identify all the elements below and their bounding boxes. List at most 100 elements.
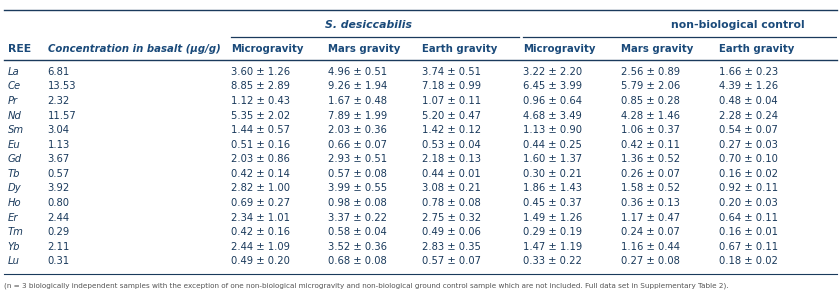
Text: 0.58 ± 0.04: 0.58 ± 0.04 [328,227,387,237]
Text: non-biological control: non-biological control [670,20,805,30]
Text: 0.26 ± 0.07: 0.26 ± 0.07 [621,169,680,179]
Text: 0.29: 0.29 [48,227,70,237]
Text: 0.45 ± 0.37: 0.45 ± 0.37 [524,198,582,208]
Text: Ho: Ho [8,198,21,208]
Text: 1.06 ± 0.37: 1.06 ± 0.37 [621,125,680,135]
Text: 4.68 ± 3.49: 4.68 ± 3.49 [524,111,582,120]
Text: 6.45 ± 3.99: 6.45 ± 3.99 [524,81,582,91]
Text: 1.67 ± 0.48: 1.67 ± 0.48 [328,96,388,106]
Text: 0.57 ± 0.07: 0.57 ± 0.07 [422,257,482,266]
Text: 0.92 ± 0.11: 0.92 ± 0.11 [719,184,778,193]
Text: 0.29 ± 0.19: 0.29 ± 0.19 [524,227,582,237]
Text: 8.85 ± 2.89: 8.85 ± 2.89 [231,81,289,91]
Text: 0.98 ± 0.08: 0.98 ± 0.08 [328,198,387,208]
Text: S. desiccabilis: S. desiccabilis [325,20,412,30]
Text: Tm: Tm [8,227,23,237]
Text: 0.20 ± 0.03: 0.20 ± 0.03 [719,198,778,208]
Text: 0.78 ± 0.08: 0.78 ± 0.08 [422,198,482,208]
Text: 0.96 ± 0.64: 0.96 ± 0.64 [524,96,582,106]
Text: 1.16 ± 0.44: 1.16 ± 0.44 [621,242,680,252]
Text: REE: REE [8,44,31,54]
Text: 0.68 ± 0.08: 0.68 ± 0.08 [328,257,387,266]
Text: 0.53 ± 0.04: 0.53 ± 0.04 [422,140,482,150]
Text: Pr: Pr [8,96,18,106]
Text: Mars gravity: Mars gravity [621,44,693,54]
Text: 0.51 ± 0.16: 0.51 ± 0.16 [231,140,290,150]
Text: 3.04: 3.04 [48,125,70,135]
Text: 1.60 ± 1.37: 1.60 ± 1.37 [524,154,582,164]
Text: Sm: Sm [8,125,23,135]
Text: 0.16 ± 0.02: 0.16 ± 0.02 [719,169,778,179]
Text: 13.53: 13.53 [48,81,76,91]
Text: 7.89 ± 1.99: 7.89 ± 1.99 [328,111,388,120]
Text: 5.35 ± 2.02: 5.35 ± 2.02 [231,111,290,120]
Text: Er: Er [8,213,18,223]
Text: 0.42 ± 0.14: 0.42 ± 0.14 [231,169,289,179]
Text: 0.64 ± 0.11: 0.64 ± 0.11 [719,213,778,223]
Text: 3.08 ± 0.21: 3.08 ± 0.21 [422,184,482,193]
Text: 2.03 ± 0.86: 2.03 ± 0.86 [231,154,289,164]
Text: 0.44 ± 0.25: 0.44 ± 0.25 [524,140,582,150]
Text: Microgravity: Microgravity [524,44,596,54]
Text: 0.54 ± 0.07: 0.54 ± 0.07 [719,125,778,135]
Text: Eu: Eu [8,140,20,150]
Text: 4.39 ± 1.26: 4.39 ± 1.26 [719,81,778,91]
Text: 0.44 ± 0.01: 0.44 ± 0.01 [422,169,482,179]
Text: 0.42 ± 0.16: 0.42 ± 0.16 [231,227,289,237]
Text: 0.66 ± 0.07: 0.66 ± 0.07 [328,140,388,150]
Text: 2.83 ± 0.35: 2.83 ± 0.35 [422,242,482,252]
Text: 0.27 ± 0.03: 0.27 ± 0.03 [719,140,778,150]
Text: 2.56 ± 0.89: 2.56 ± 0.89 [621,67,680,77]
Text: 0.27 ± 0.08: 0.27 ± 0.08 [621,257,680,266]
Text: 3.60 ± 1.26: 3.60 ± 1.26 [231,67,290,77]
Text: 0.30 ± 0.21: 0.30 ± 0.21 [524,169,582,179]
Text: 3.99 ± 0.55: 3.99 ± 0.55 [328,184,388,193]
Text: 1.07 ± 0.11: 1.07 ± 0.11 [422,96,482,106]
Text: Gd: Gd [8,154,22,164]
Text: Microgravity: Microgravity [231,44,304,54]
Text: 1.49 ± 1.26: 1.49 ± 1.26 [524,213,582,223]
Text: 2.18 ± 0.13: 2.18 ± 0.13 [422,154,482,164]
Text: 2.44 ± 1.09: 2.44 ± 1.09 [231,242,289,252]
Text: 0.24 ± 0.07: 0.24 ± 0.07 [621,227,680,237]
Text: 0.48 ± 0.04: 0.48 ± 0.04 [719,96,778,106]
Text: 2.34 ± 1.01: 2.34 ± 1.01 [231,213,289,223]
Text: Earth gravity: Earth gravity [719,44,795,54]
Text: 5.20 ± 0.47: 5.20 ± 0.47 [422,111,482,120]
Text: Lu: Lu [8,257,19,266]
Text: 1.12 ± 0.43: 1.12 ± 0.43 [231,96,289,106]
Text: Tb: Tb [8,169,20,179]
Text: 2.82 ± 1.00: 2.82 ± 1.00 [231,184,289,193]
Text: 9.26 ± 1.94: 9.26 ± 1.94 [328,81,388,91]
Text: 1.36 ± 0.52: 1.36 ± 0.52 [621,154,680,164]
Text: 2.11: 2.11 [48,242,70,252]
Text: 1.13: 1.13 [48,140,70,150]
Text: 0.31: 0.31 [48,257,70,266]
Text: 1.58 ± 0.52: 1.58 ± 0.52 [621,184,680,193]
Text: 0.67 ± 0.11: 0.67 ± 0.11 [719,242,778,252]
Text: Ce: Ce [8,81,21,91]
Text: 2.03 ± 0.36: 2.03 ± 0.36 [328,125,387,135]
Text: 0.33 ± 0.22: 0.33 ± 0.22 [524,257,582,266]
Text: 0.36 ± 0.13: 0.36 ± 0.13 [621,198,680,208]
Text: 3.67: 3.67 [48,154,70,164]
Text: 4.96 ± 0.51: 4.96 ± 0.51 [328,67,388,77]
Text: (n = 3 biologically independent samples with the exception of one non-biological: (n = 3 biologically independent samples … [4,283,729,289]
Text: 7.18 ± 0.99: 7.18 ± 0.99 [422,81,482,91]
Text: 3.92: 3.92 [48,184,70,193]
Text: 0.80: 0.80 [48,198,70,208]
Text: 6.81: 6.81 [48,67,70,77]
Text: 0.18 ± 0.02: 0.18 ± 0.02 [719,257,778,266]
Text: 3.22 ± 2.20: 3.22 ± 2.20 [524,67,582,77]
Text: 2.28 ± 0.24: 2.28 ± 0.24 [719,111,778,120]
Text: Concentration in basalt (μg/g): Concentration in basalt (μg/g) [48,44,221,54]
Text: 0.85 ± 0.28: 0.85 ± 0.28 [621,96,680,106]
Text: 1.13 ± 0.90: 1.13 ± 0.90 [524,125,582,135]
Text: 0.69 ± 0.27: 0.69 ± 0.27 [231,198,290,208]
Text: Earth gravity: Earth gravity [422,44,498,54]
Text: 1.86 ± 1.43: 1.86 ± 1.43 [524,184,582,193]
Text: 0.49 ± 0.06: 0.49 ± 0.06 [422,227,482,237]
Text: 1.47 ± 1.19: 1.47 ± 1.19 [524,242,582,252]
Text: 1.17 ± 0.47: 1.17 ± 0.47 [621,213,680,223]
Text: 0.42 ± 0.11: 0.42 ± 0.11 [621,140,680,150]
